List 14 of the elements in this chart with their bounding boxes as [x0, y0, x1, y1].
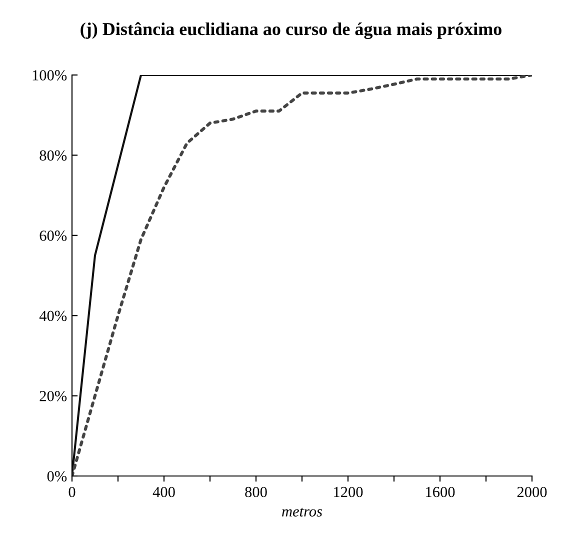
- y-tick-label: 20%: [40, 390, 67, 402]
- chart-title: (j) Distância euclidiana ao curso de água mais próximo: [80, 22, 502, 39]
- y-tick-label: 100%: [32, 70, 67, 80]
- y-tick-label: 60%: [40, 230, 67, 241]
- x-tick-label: 800: [245, 486, 267, 498]
- x-tick-label: 400: [152, 486, 175, 498]
- y-tick-label: 0%: [47, 471, 67, 482]
- x-tick-label: 1200: [334, 486, 363, 498]
- x-axis-title: metros: [282, 508, 322, 517]
- y-tick-label: 80%: [40, 150, 67, 161]
- y-tick-label: 40%: [39, 310, 67, 322]
- x-tick-label: 1600: [426, 486, 455, 498]
- x-tick-label: 2000: [517, 486, 547, 498]
- x-tick-label: 0: [68, 486, 76, 498]
